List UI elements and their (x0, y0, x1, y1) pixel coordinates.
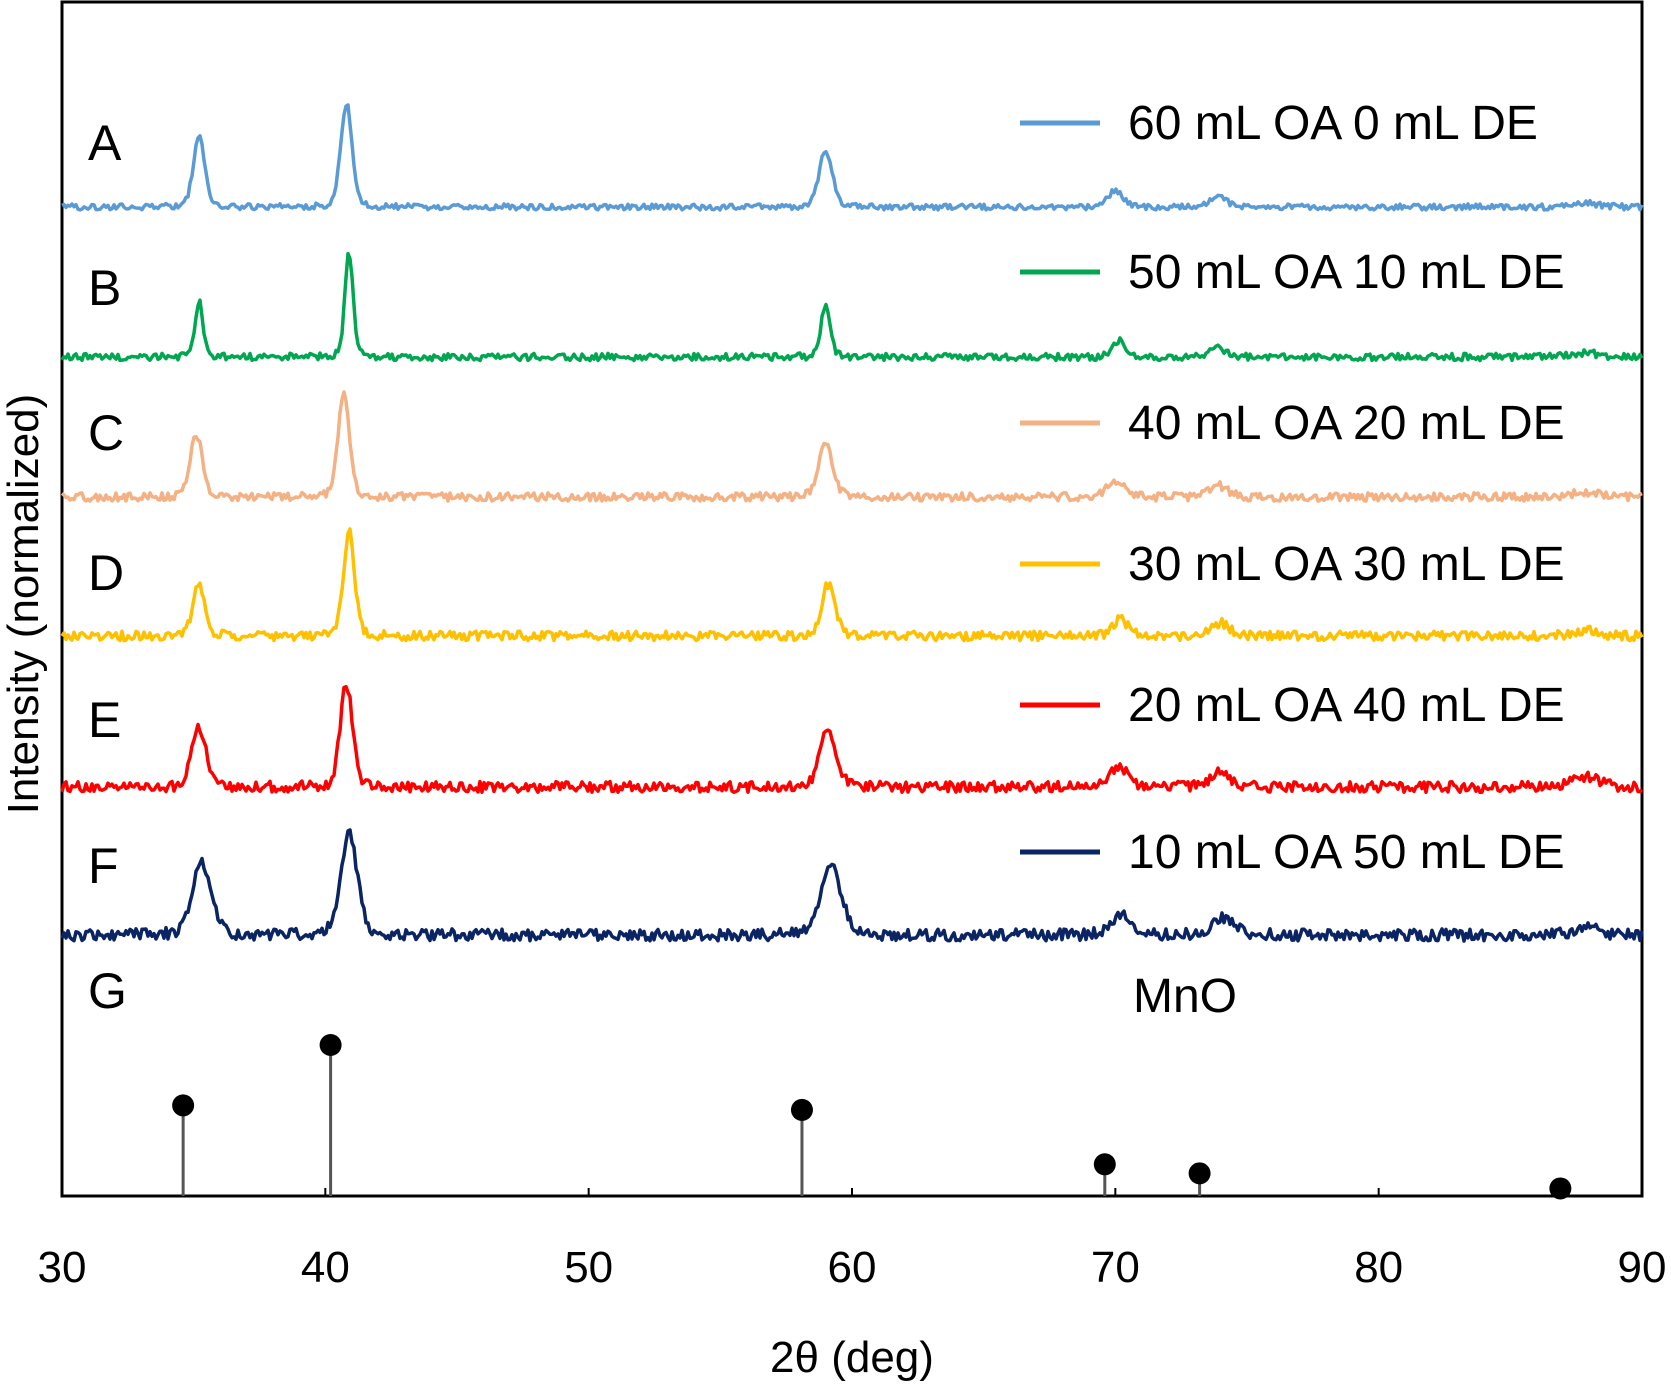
series-line-f (60, 828, 1644, 943)
legend-entry-e: 20 mL OA 40 mL DE (1128, 679, 1565, 732)
pattern-label-e: E (88, 692, 121, 748)
y-axis-title: Intensity (normalized) (0, 394, 48, 815)
reference-marker (790, 1098, 813, 1121)
pattern-label-a: A (88, 115, 122, 171)
reference-marker (1093, 1153, 1116, 1176)
plot-frame (60, 0, 1644, 1198)
x-tick-label: 70 (1091, 1243, 1140, 1292)
x-tick-label: 90 (1618, 1243, 1667, 1292)
x-tick-label: 40 (301, 1243, 350, 1292)
reference-name: MnO (1133, 970, 1237, 1023)
x-tick-label: 60 (828, 1243, 877, 1292)
reference-marker (1549, 1177, 1572, 1200)
pattern-label-g: G (88, 963, 127, 1019)
pattern-label-f: F (88, 838, 119, 894)
pattern-label-c: C (88, 405, 124, 461)
x-tick-label: 80 (1354, 1243, 1403, 1292)
x-tick-label: 50 (564, 1243, 613, 1292)
series-line-d (60, 527, 1644, 643)
series-line-e (60, 684, 1644, 795)
reference-marker (172, 1094, 195, 1117)
x-tick-label: 30 (38, 1243, 87, 1292)
series-line-b (60, 251, 1644, 363)
legend-entry-f: 10 mL OA 50 mL DE (1128, 826, 1565, 879)
reference-marker (319, 1034, 342, 1056)
series-line-a (61, 103, 1644, 212)
series-line-c (60, 390, 1643, 503)
legend-entry-a: 60 mL OA 0 mL DE (1128, 97, 1538, 150)
reference-marker (1188, 1162, 1211, 1185)
legend-entry-b: 50 mL OA 10 mL DE (1128, 246, 1565, 299)
legend-entry-c: 40 mL OA 20 mL DE (1128, 397, 1565, 450)
x-axis-title: 2θ (deg) (770, 1333, 934, 1382)
pattern-label-b: B (88, 260, 121, 316)
pattern-label-d: D (88, 545, 124, 601)
legend-entry-d: 30 mL OA 30 mL DE (1128, 538, 1565, 591)
